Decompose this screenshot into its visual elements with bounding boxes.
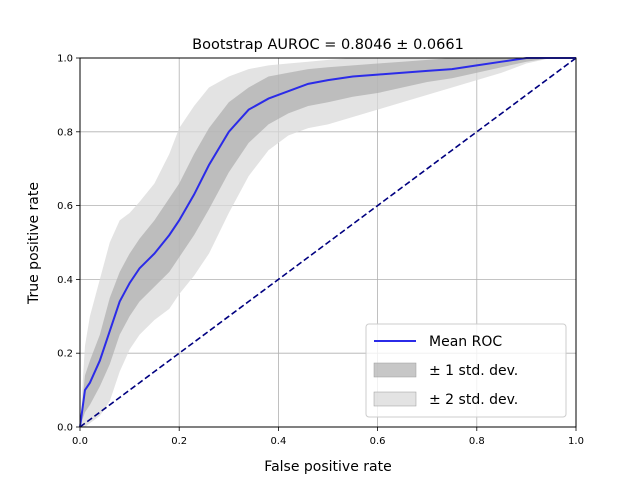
y-tick-label: 0.0: [57, 423, 73, 434]
chart-title: Bootstrap AUROC = 0.8046 ± 0.0661: [192, 37, 464, 53]
y-tick-label: 0.4: [57, 275, 73, 286]
x-tick-label: 0.8: [469, 436, 485, 447]
x-tick-label: 1.0: [568, 436, 584, 447]
legend-swatch-band: [373, 391, 417, 407]
y-tick-label: 0.6: [57, 201, 73, 212]
chance-diagonal-line: [79, 57, 577, 428]
y-axis-title: True positive rate: [26, 182, 42, 305]
mean-roc-line: [79, 57, 576, 428]
y-tick-label: 1.0: [57, 54, 73, 65]
legend: Mean ROC ± 1 std. dev. ± 2 std. dev.: [365, 323, 567, 418]
legend-label: ± 1 std. dev.: [429, 363, 518, 379]
x-tick-label: 0.2: [171, 436, 187, 447]
x-axis-title: False positive rate: [264, 459, 391, 475]
x-tick-label: 0.6: [370, 436, 386, 447]
band-1-std: [80, 58, 576, 427]
x-tick-label: 0.0: [72, 436, 88, 447]
legend-label: Mean ROC: [429, 334, 502, 350]
y-tick-label: 0.2: [57, 349, 73, 360]
legend-label: ± 2 std. dev.: [429, 392, 518, 408]
axes-frame: [79, 57, 577, 428]
y-tick-label: 0.8: [57, 127, 73, 138]
x-tick-label: 0.4: [270, 436, 286, 447]
legend-swatch-band: [373, 362, 417, 378]
plot-area: 0.0 0.2 0.4 0.6 0.8 1.0 0.0 0.2 0.4 0.6 0.8 1.0: [57, 54, 584, 448]
